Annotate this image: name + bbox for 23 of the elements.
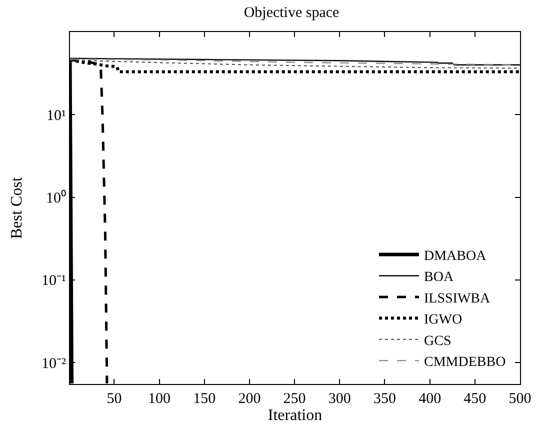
x-tick-label: 250 (283, 391, 306, 407)
x-tick-label: 150 (193, 391, 216, 407)
x-tick-label: 50 (106, 391, 122, 407)
x-tick-label: 200 (238, 391, 261, 407)
x-tick-label: 450 (464, 391, 486, 407)
x-tick-label: 300 (328, 391, 351, 407)
legend-label: BOA (424, 270, 454, 286)
y-axis-title: Best Cost (8, 176, 26, 239)
x-tick-label: 500 (508, 391, 532, 407)
y-tick-label: 10⁻² (42, 356, 66, 372)
legend-label: GCS (424, 334, 452, 349)
y-tick-label: 10¹ (46, 108, 66, 124)
legend-label: ILSSIWBA (424, 291, 491, 306)
y-tick-label: 10⁻¹ (42, 273, 66, 290)
legend-label: CMMDEBBO (424, 355, 506, 370)
chart-title: Objective space (244, 4, 340, 21)
legend-label: IGWO (424, 312, 462, 328)
x-axis-title: Iteration (268, 407, 322, 424)
x-tick-label: 400 (418, 391, 442, 407)
legend-label: DMABOA (424, 249, 488, 264)
x-tick-label: 100 (148, 391, 171, 407)
x-tick-label: 350 (373, 391, 396, 407)
y-tick-label: 10⁰ (46, 190, 66, 207)
